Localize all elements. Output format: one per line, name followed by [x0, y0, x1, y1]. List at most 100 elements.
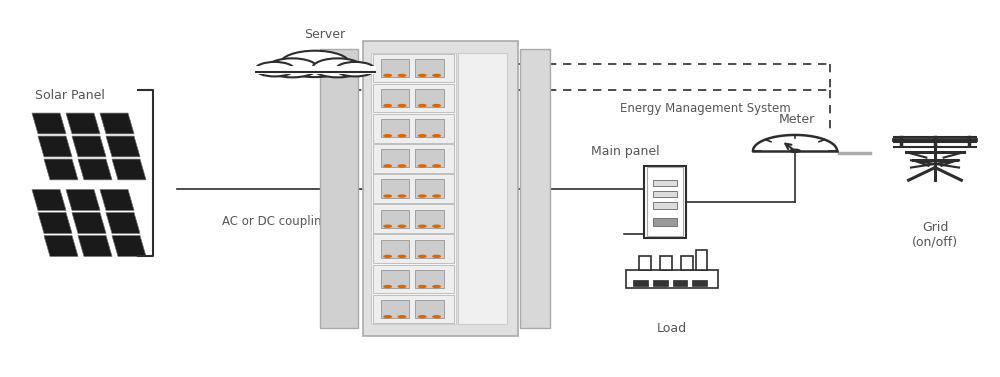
Circle shape	[432, 225, 441, 228]
Circle shape	[383, 315, 392, 318]
Bar	[415, 119, 444, 137]
Circle shape	[418, 134, 427, 138]
Circle shape	[432, 255, 441, 258]
Bar	[692, 280, 707, 286]
Bar	[653, 191, 677, 198]
Polygon shape	[32, 113, 66, 134]
Bar	[372, 144, 454, 173]
Circle shape	[789, 149, 801, 153]
Bar	[254, 67, 376, 73]
Circle shape	[432, 134, 441, 138]
Text: Grid
(on/off): Grid (on/off)	[912, 221, 958, 248]
Bar	[415, 59, 444, 77]
Circle shape	[432, 74, 441, 77]
Bar	[673, 280, 687, 286]
Text: Server: Server	[304, 29, 346, 41]
Bar	[380, 179, 409, 198]
Bar	[415, 149, 444, 167]
Bar	[415, 179, 444, 198]
Circle shape	[267, 58, 317, 77]
Circle shape	[383, 225, 392, 228]
Circle shape	[336, 62, 374, 77]
Bar	[644, 166, 686, 238]
Polygon shape	[66, 113, 100, 134]
Bar	[372, 265, 454, 293]
Bar	[370, 53, 456, 324]
Bar	[415, 89, 444, 107]
FancyBboxPatch shape	[362, 41, 518, 336]
Circle shape	[418, 315, 427, 318]
Bar	[653, 179, 677, 186]
Bar	[380, 59, 409, 77]
Circle shape	[280, 51, 350, 77]
Circle shape	[432, 104, 441, 107]
Bar	[415, 240, 444, 258]
Bar	[653, 280, 668, 286]
Polygon shape	[112, 236, 146, 256]
Circle shape	[432, 315, 441, 318]
Text: Load: Load	[657, 322, 687, 335]
Bar	[458, 53, 507, 324]
FancyBboxPatch shape	[520, 49, 550, 328]
Circle shape	[313, 58, 363, 77]
Bar	[372, 234, 454, 263]
Polygon shape	[106, 136, 140, 157]
Bar	[380, 89, 409, 107]
Text: Main panel: Main panel	[591, 146, 659, 158]
Circle shape	[256, 62, 294, 77]
Polygon shape	[66, 190, 100, 210]
Bar	[647, 167, 683, 236]
Circle shape	[418, 195, 427, 198]
Circle shape	[256, 62, 294, 77]
Circle shape	[383, 134, 392, 138]
FancyBboxPatch shape	[320, 49, 358, 328]
Circle shape	[418, 104, 427, 107]
Circle shape	[432, 164, 441, 167]
Polygon shape	[38, 136, 72, 157]
Circle shape	[418, 285, 427, 288]
Bar	[660, 256, 672, 270]
Bar	[415, 270, 444, 288]
Polygon shape	[38, 213, 72, 233]
Circle shape	[280, 51, 350, 77]
Bar	[696, 250, 707, 270]
Circle shape	[432, 285, 441, 288]
Circle shape	[383, 104, 392, 107]
Text: Energy Management System: Energy Management System	[620, 102, 791, 115]
Circle shape	[432, 195, 441, 198]
Circle shape	[418, 225, 427, 228]
Polygon shape	[100, 190, 134, 210]
Circle shape	[397, 285, 406, 288]
Bar	[380, 210, 409, 228]
Bar	[653, 202, 677, 209]
Bar	[626, 270, 718, 288]
Bar	[372, 174, 454, 203]
Circle shape	[383, 285, 392, 288]
Bar	[415, 210, 444, 228]
Circle shape	[397, 195, 406, 198]
Polygon shape	[44, 236, 78, 256]
Polygon shape	[100, 113, 134, 134]
Circle shape	[397, 134, 406, 138]
Circle shape	[383, 255, 392, 258]
Bar	[372, 114, 454, 143]
Circle shape	[418, 74, 427, 77]
Circle shape	[397, 164, 406, 167]
Bar	[372, 84, 454, 112]
Text: Meter: Meter	[779, 113, 815, 126]
Polygon shape	[106, 213, 140, 233]
Circle shape	[397, 255, 406, 258]
Polygon shape	[72, 136, 106, 157]
Circle shape	[397, 104, 406, 107]
Circle shape	[397, 315, 406, 318]
Polygon shape	[78, 236, 112, 256]
Circle shape	[397, 225, 406, 228]
Bar	[380, 300, 409, 318]
Polygon shape	[72, 213, 106, 233]
Circle shape	[267, 58, 317, 77]
Bar	[254, 66, 376, 74]
Bar	[653, 218, 677, 226]
Bar	[415, 300, 444, 318]
Circle shape	[383, 164, 392, 167]
Bar	[380, 270, 409, 288]
